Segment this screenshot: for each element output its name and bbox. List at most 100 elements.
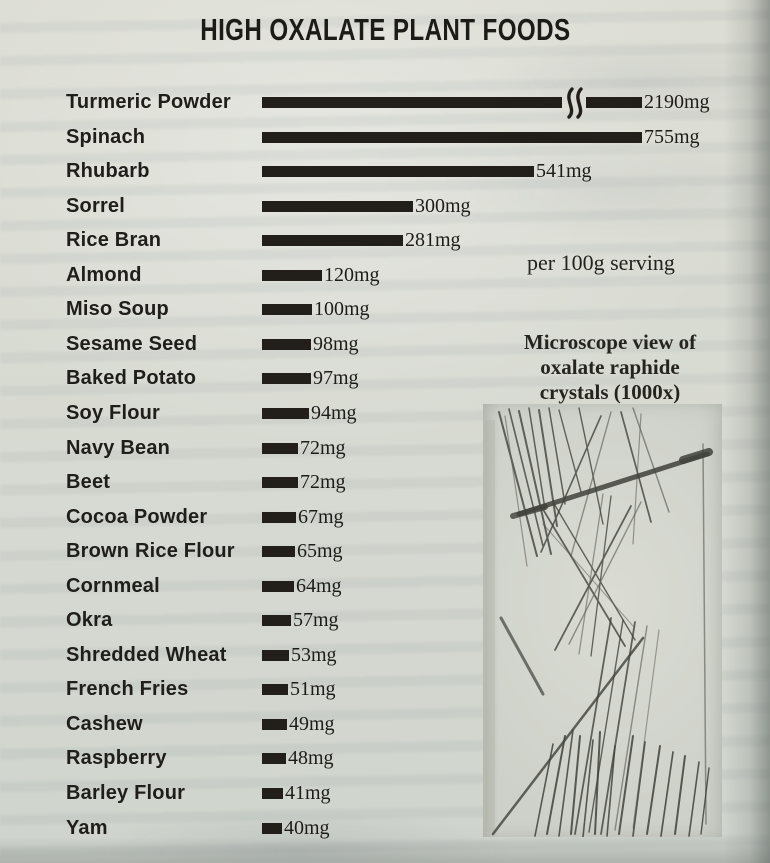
- food-label: Okra: [66, 609, 113, 631]
- value-bar: [262, 823, 282, 834]
- value-label: 40mg: [284, 817, 330, 839]
- value-bar: [262, 684, 288, 695]
- microscope-caption-line: oxalate raphide: [540, 355, 680, 379]
- bar-group: 98mg: [262, 333, 359, 356]
- value-label: 57mg: [293, 609, 339, 631]
- bar-row: Rhubarb 541mg: [0, 160, 770, 183]
- bar-break-icon: [567, 86, 583, 119]
- bar-row: Miso Soup 100mg: [0, 298, 770, 321]
- bar-group: 72mg: [262, 471, 346, 494]
- bar-group: 40mg: [262, 817, 330, 840]
- raphide-crystals-image: [483, 404, 722, 837]
- bar-row: French Fries 51mg: [0, 678, 770, 701]
- food-label: Cocoa Powder: [66, 506, 208, 528]
- bar-row: Turmeric Powder 2190mg: [0, 86, 770, 119]
- value-bar: [262, 650, 289, 661]
- food-label: Shredded Wheat: [66, 644, 227, 666]
- value-bar: [262, 304, 312, 315]
- page-title: HIGH OXALATE PLANT FOODS: [0, 12, 770, 48]
- page-title-text: HIGH OXALATE PLANT FOODS: [199, 12, 571, 47]
- bar-row: Beet 72mg: [0, 471, 770, 494]
- value-label: 2190mg: [644, 91, 710, 113]
- value-label: 51mg: [290, 678, 336, 700]
- value-label: 72mg: [300, 437, 346, 459]
- bar-row: Cocoa Powder 67mg: [0, 506, 770, 529]
- bar-row: Cornmeal 64mg: [0, 575, 770, 598]
- bar-group: 57mg: [262, 609, 339, 632]
- food-label: Sesame Seed: [66, 333, 198, 355]
- value-bar: [262, 408, 309, 419]
- value-label: 65mg: [297, 540, 343, 562]
- value-label: 97mg: [313, 367, 359, 389]
- bar-row: Spinach 755mg: [0, 126, 770, 149]
- value-label: 72mg: [300, 471, 346, 493]
- value-label: 98mg: [313, 333, 359, 355]
- bar-group: 2190mg: [262, 86, 710, 119]
- value-bar: [262, 615, 291, 626]
- value-label: 94mg: [311, 402, 357, 424]
- food-label: French Fries: [66, 678, 189, 700]
- bar-row: Raspberry 48mg: [0, 747, 770, 770]
- food-label: Beet: [66, 471, 111, 493]
- bar-group: 94mg: [262, 402, 357, 425]
- bar-row: Cashew 49mg: [0, 713, 770, 736]
- bar-row: Okra 57mg: [0, 609, 770, 632]
- food-label: Baked Potato: [66, 367, 197, 389]
- value-label: 755mg: [644, 126, 700, 148]
- value-label: 67mg: [298, 506, 344, 528]
- bar-row: Almond 120mg: [0, 264, 770, 287]
- value-bar: [262, 788, 283, 799]
- food-label: Yam: [66, 817, 108, 839]
- food-label: Cashew: [66, 713, 143, 735]
- value-label: 120mg: [324, 264, 380, 286]
- bar-group: 64mg: [262, 575, 342, 598]
- microscope-caption-line: Microscope view of: [523, 330, 697, 354]
- crystal-needles-svg: [485, 407, 713, 837]
- bar-group: 72mg: [262, 437, 346, 460]
- value-label: 541mg: [536, 160, 592, 182]
- bar-group: 48mg: [262, 747, 334, 770]
- food-label: Soy Flour: [66, 402, 161, 424]
- value-bar: [262, 581, 294, 592]
- bar-group: 49mg: [262, 713, 335, 736]
- value-bar: [262, 546, 295, 557]
- value-bar: [262, 339, 311, 350]
- bar-row: Soy Flour 94mg: [0, 402, 770, 425]
- value-label: 49mg: [289, 713, 335, 735]
- value-label: 64mg: [296, 575, 342, 597]
- value-label: 100mg: [314, 298, 370, 320]
- microscope-caption-line: crystals (1000x): [539, 380, 681, 404]
- value-bar: [262, 373, 311, 384]
- bar-row: Shredded Wheat 53mg: [0, 644, 770, 667]
- value-bar: [586, 97, 642, 108]
- microscope-caption: Microscope view of oxalate raphide cryst…: [488, 330, 732, 405]
- value-bar: [262, 132, 642, 143]
- value-bar: [262, 166, 534, 177]
- bar-row: Navy Bean 72mg: [0, 437, 770, 460]
- food-label: Sorrel: [66, 195, 126, 217]
- food-label: Cornmeal: [66, 575, 160, 597]
- serving-note: per 100g serving: [527, 250, 675, 275]
- food-label: Spinach: [66, 126, 146, 148]
- bar-row: Yam 40mg: [0, 817, 770, 840]
- value-bar: [262, 719, 287, 730]
- bar-group: 65mg: [262, 540, 343, 563]
- value-bar: [262, 97, 562, 108]
- bar-group: 541mg: [262, 160, 592, 183]
- food-label: Barley Flour: [66, 782, 186, 804]
- bar-group: 41mg: [262, 782, 331, 805]
- bar-row: Sesame Seed 98mg: [0, 333, 770, 356]
- value-bar: [262, 512, 296, 523]
- bar-row: Barley Flour 41mg: [0, 782, 770, 805]
- food-label: Navy Bean: [66, 437, 171, 459]
- food-label: Brown Rice Flour: [66, 540, 235, 562]
- value-bar: [262, 270, 322, 281]
- bar-group: 300mg: [262, 195, 471, 218]
- value-bar: [262, 235, 403, 246]
- bar-group: 51mg: [262, 678, 336, 701]
- value-label: 41mg: [285, 782, 331, 804]
- value-label: 53mg: [291, 644, 337, 666]
- bar-group: 67mg: [262, 506, 344, 529]
- bar-group: 53mg: [262, 644, 337, 667]
- bar-row: Brown Rice Flour 65mg: [0, 540, 770, 563]
